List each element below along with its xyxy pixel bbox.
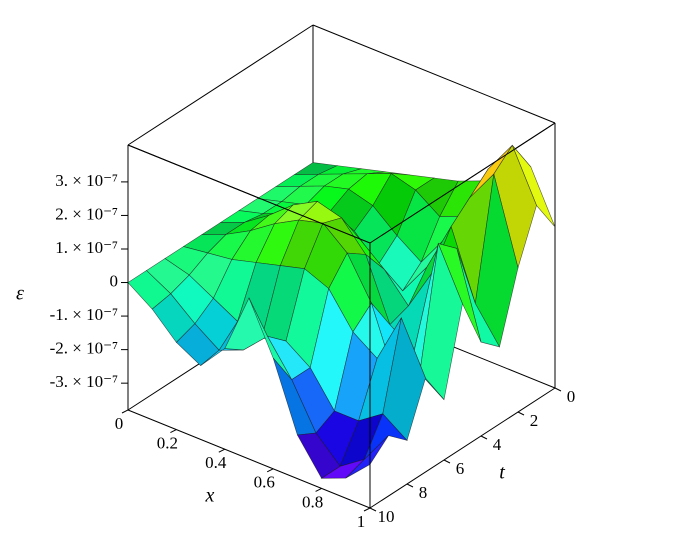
x-axis-label: x [205,485,215,507]
x-tick [363,507,371,512]
box-edge [127,144,371,244]
box-edge [369,387,556,509]
x-tick [218,448,226,453]
z-tick-label: 0 [110,271,119,290]
z-tick-label: 1. × 10⁻⁷ [55,238,118,257]
x-tick-label: 0.4 [205,453,227,472]
x-tick-label: 0.2 [157,434,178,453]
z-axis-label: ε [16,283,24,305]
t-axis-label: t [499,462,505,484]
box-edge [127,24,314,146]
x-tick-label: 0.8 [302,492,323,511]
box-edge [369,122,556,244]
z-tick-label: -3. × 10⁻⁷ [50,372,118,391]
y-tick-label: 4 [493,435,502,454]
y-tick [480,435,488,440]
y-tick-label: 8 [419,483,428,502]
x-tick [315,487,322,492]
x-tick [266,468,274,473]
x-tick-label: 1 [357,512,366,531]
y-tick [517,411,525,416]
x-tick-label: 0 [115,414,124,433]
y-tick-label: 0 [567,387,576,406]
y-tick [443,459,451,464]
z-tick-label: 3. × 10⁻⁷ [55,171,118,190]
x-tick-label: 0.6 [254,473,275,492]
z-tick-label: 2. × 10⁻⁷ [55,204,118,223]
y-tick [406,483,414,488]
z-tick-label: -2. × 10⁻⁷ [50,339,118,358]
y-tick-label: 6 [456,459,465,478]
box-edge [312,24,556,124]
box-edge [127,409,371,509]
y-tick [554,387,562,392]
z-tick-label: -1. × 10⁻⁷ [50,305,118,324]
x-tick [121,409,129,414]
x-tick [170,429,177,434]
y-tick [369,507,377,512]
y-tick-label: 10 [378,507,395,526]
y-tick-label: 2 [530,411,539,430]
